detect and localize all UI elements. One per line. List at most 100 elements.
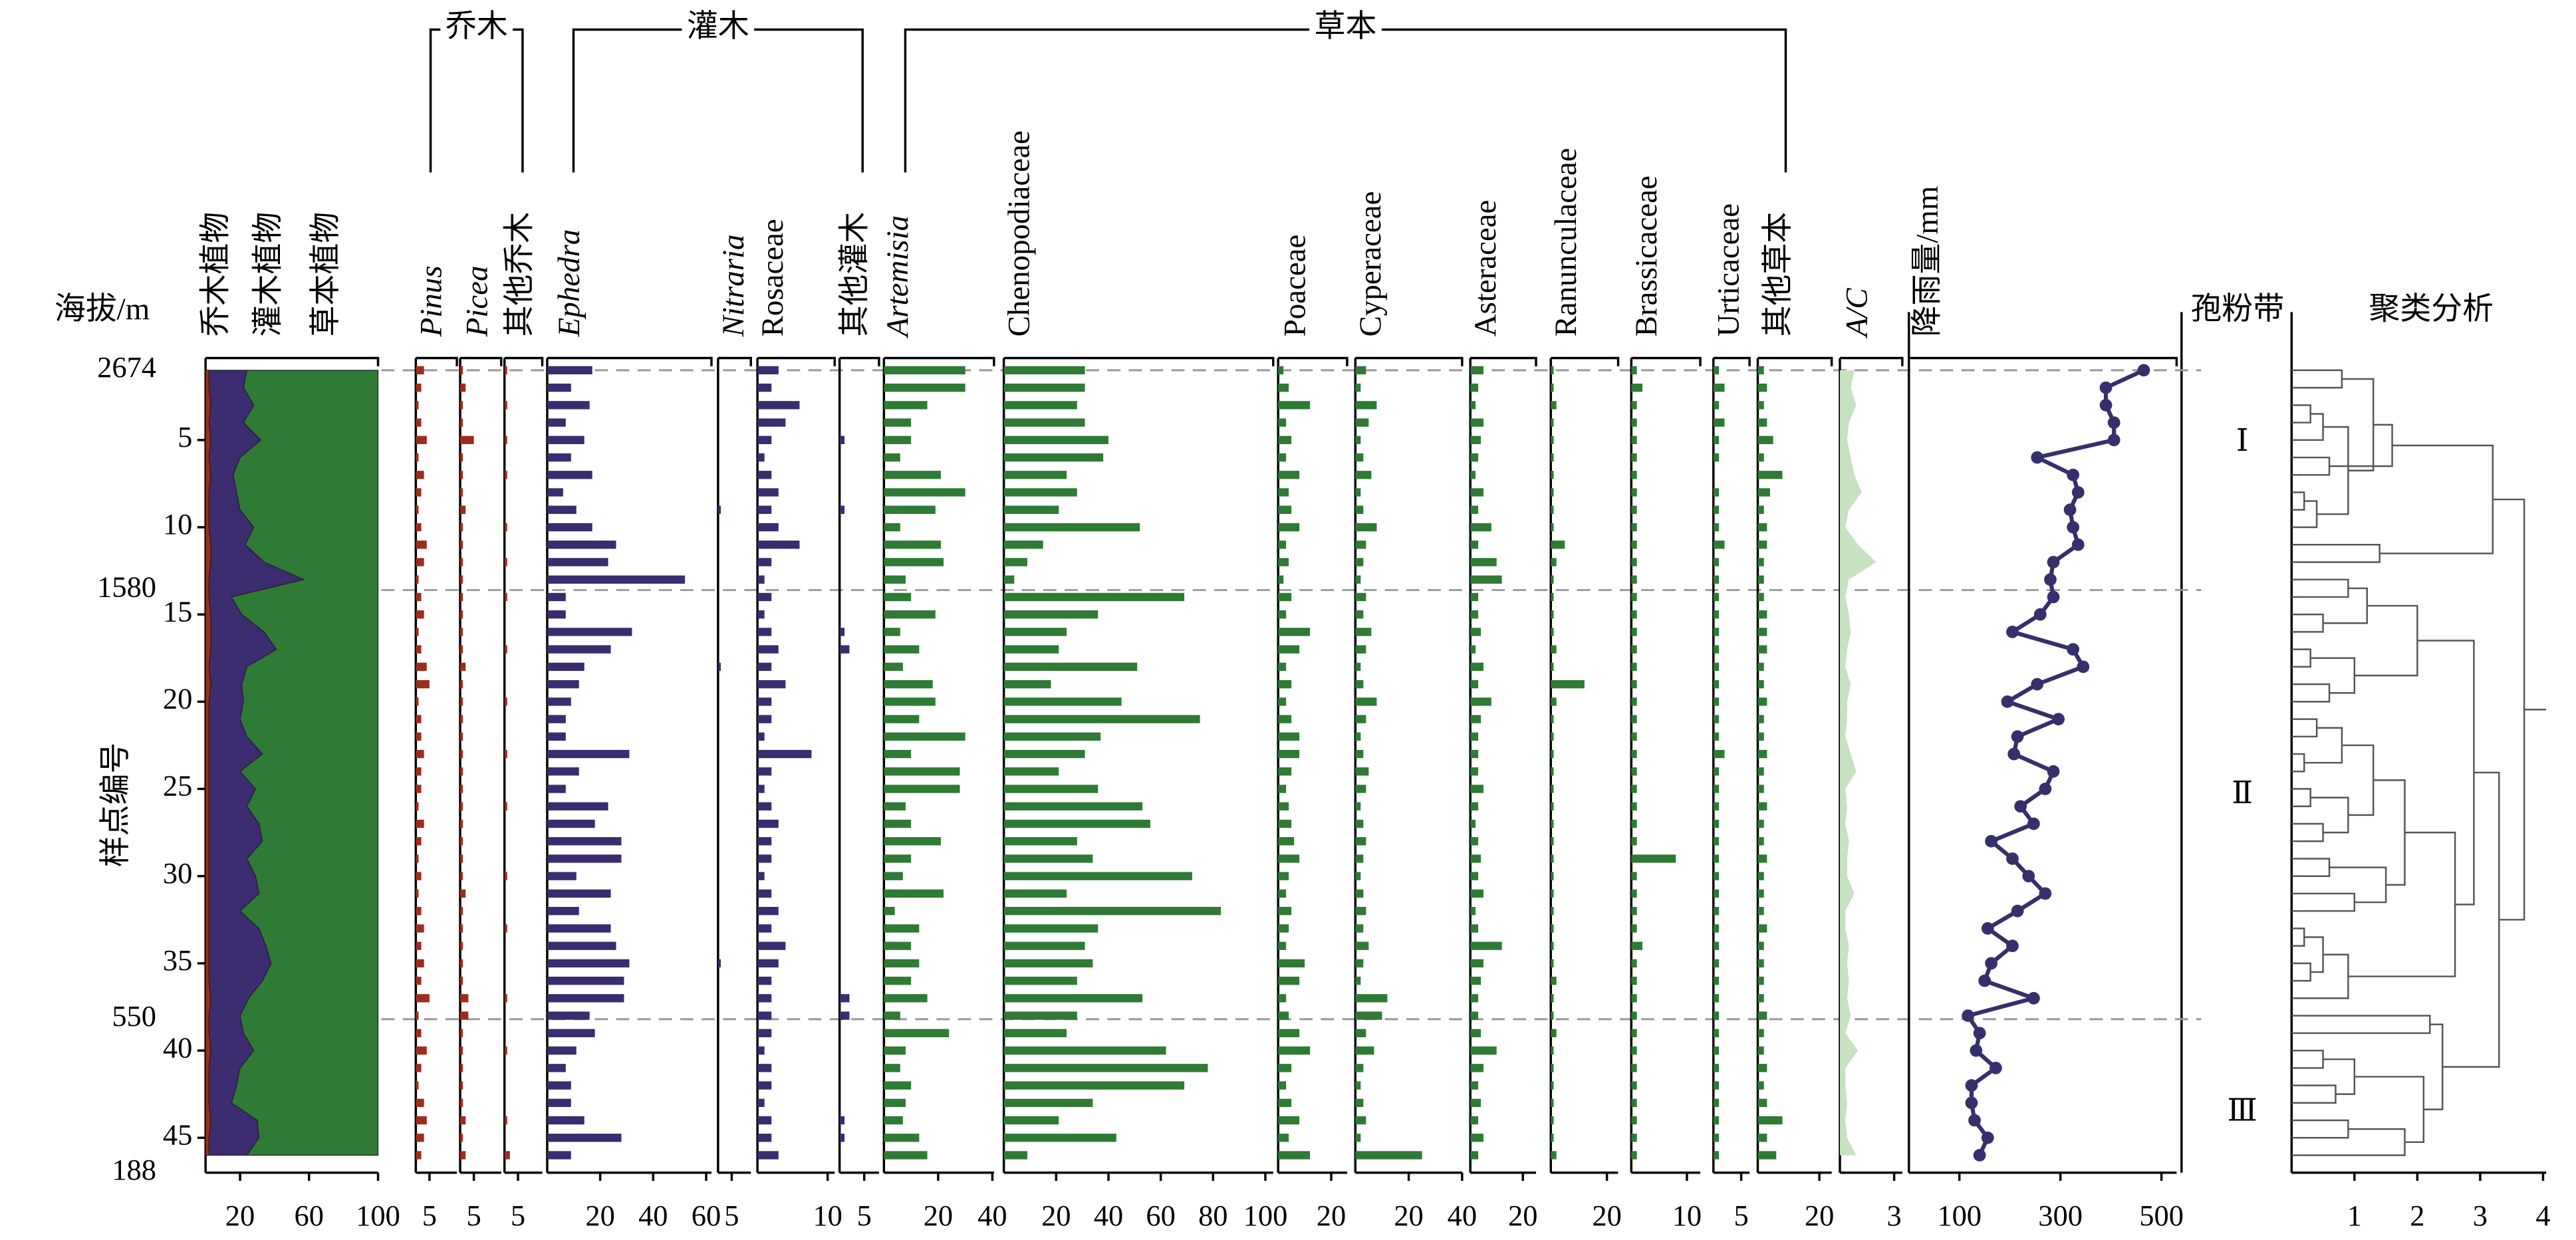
bar bbox=[839, 1011, 850, 1020]
bar bbox=[1757, 889, 1764, 898]
bar bbox=[1278, 523, 1300, 532]
bar bbox=[1757, 435, 1773, 444]
bar bbox=[1278, 1134, 1289, 1142]
dendrogram-link bbox=[2296, 1119, 2349, 1139]
bar bbox=[1757, 785, 1764, 793]
bar bbox=[1355, 610, 1364, 619]
bar bbox=[757, 1081, 772, 1090]
bar bbox=[884, 541, 941, 549]
bar bbox=[1757, 1081, 1764, 1090]
bar bbox=[1470, 1151, 1479, 1160]
bar bbox=[1003, 1151, 1028, 1160]
bar bbox=[416, 732, 422, 741]
dendrogram-link bbox=[2296, 953, 2349, 999]
bar bbox=[1355, 889, 1364, 898]
bar bbox=[460, 488, 463, 497]
group-label-bg bbox=[1309, 9, 1382, 50]
elevation-label: 2674 bbox=[97, 350, 156, 384]
y-axis-label: 样点编号 bbox=[98, 743, 133, 868]
panel-top bbox=[504, 356, 544, 366]
bar bbox=[1470, 1046, 1497, 1055]
bar bbox=[757, 941, 786, 950]
bar bbox=[416, 767, 422, 776]
bar bbox=[717, 959, 721, 968]
bar bbox=[1551, 541, 1565, 549]
dendrogram-link bbox=[2323, 587, 2368, 624]
bar bbox=[1551, 976, 1557, 985]
bar bbox=[416, 488, 422, 497]
bar bbox=[416, 819, 424, 828]
bar bbox=[1631, 1046, 1637, 1055]
bar bbox=[1631, 558, 1637, 566]
bar bbox=[757, 1029, 772, 1038]
bar bbox=[1470, 541, 1479, 549]
bar bbox=[884, 1081, 912, 1090]
bar bbox=[1278, 959, 1305, 968]
bar bbox=[1757, 575, 1764, 584]
bar bbox=[1713, 383, 1725, 392]
bar bbox=[1551, 435, 1554, 444]
bar bbox=[416, 1011, 419, 1020]
bar bbox=[1355, 383, 1361, 392]
bar bbox=[1003, 715, 1200, 723]
bar bbox=[884, 802, 906, 810]
point bbox=[1962, 1009, 1975, 1022]
panel-top bbox=[1908, 356, 2178, 366]
x-tick-label: 20 bbox=[1317, 1199, 1346, 1232]
bar bbox=[547, 1134, 622, 1142]
elevation-label: 188 bbox=[112, 1153, 156, 1186]
bar bbox=[1631, 1151, 1637, 1160]
dendrogram-link bbox=[2296, 718, 2318, 738]
bar bbox=[1355, 907, 1366, 916]
dendrogram-link bbox=[2296, 962, 2311, 982]
bar bbox=[1757, 592, 1764, 602]
point bbox=[1985, 834, 1997, 848]
bar bbox=[1551, 418, 1554, 427]
dendrogram-link bbox=[2296, 369, 2343, 389]
bar bbox=[416, 1046, 427, 1055]
bar bbox=[1003, 889, 1067, 898]
bar bbox=[1713, 1151, 1720, 1160]
bar bbox=[757, 1046, 765, 1055]
bar bbox=[1278, 592, 1292, 602]
point bbox=[2067, 468, 2080, 481]
bar bbox=[547, 523, 592, 532]
bar bbox=[1713, 802, 1720, 810]
bar bbox=[1757, 1046, 1764, 1055]
panel-header: Cyperaceae bbox=[1353, 191, 1388, 337]
bar bbox=[460, 366, 463, 375]
bar bbox=[1003, 1046, 1166, 1055]
x-tick-label: 60 bbox=[295, 1199, 324, 1232]
bar bbox=[1757, 907, 1764, 916]
point bbox=[2014, 800, 2027, 813]
bar bbox=[460, 645, 463, 654]
bar bbox=[416, 645, 422, 654]
bar bbox=[1551, 959, 1554, 968]
point bbox=[2063, 503, 2077, 517]
bar bbox=[1470, 523, 1491, 532]
bar bbox=[1551, 941, 1554, 950]
elevation-header: 海拔/m bbox=[55, 292, 150, 326]
bar bbox=[1278, 785, 1287, 793]
bar bbox=[1713, 488, 1720, 497]
bar bbox=[1631, 837, 1637, 846]
bar bbox=[1631, 994, 1637, 1003]
bar bbox=[1470, 749, 1479, 759]
bar bbox=[1355, 924, 1364, 933]
bar bbox=[504, 697, 507, 706]
bar bbox=[416, 959, 424, 968]
bar bbox=[884, 435, 912, 444]
dendrogram-link bbox=[2296, 543, 2381, 563]
bar bbox=[757, 1098, 765, 1107]
bar bbox=[1003, 505, 1059, 514]
bar bbox=[884, 1134, 920, 1142]
bar bbox=[1278, 575, 1284, 584]
stacked-area bbox=[231, 370, 379, 1156]
bar bbox=[504, 749, 507, 759]
panel-header: 灌木植物 bbox=[251, 212, 286, 337]
bar bbox=[1713, 819, 1720, 828]
bar bbox=[1470, 418, 1483, 427]
bar bbox=[757, 749, 812, 759]
bar bbox=[1757, 837, 1764, 846]
